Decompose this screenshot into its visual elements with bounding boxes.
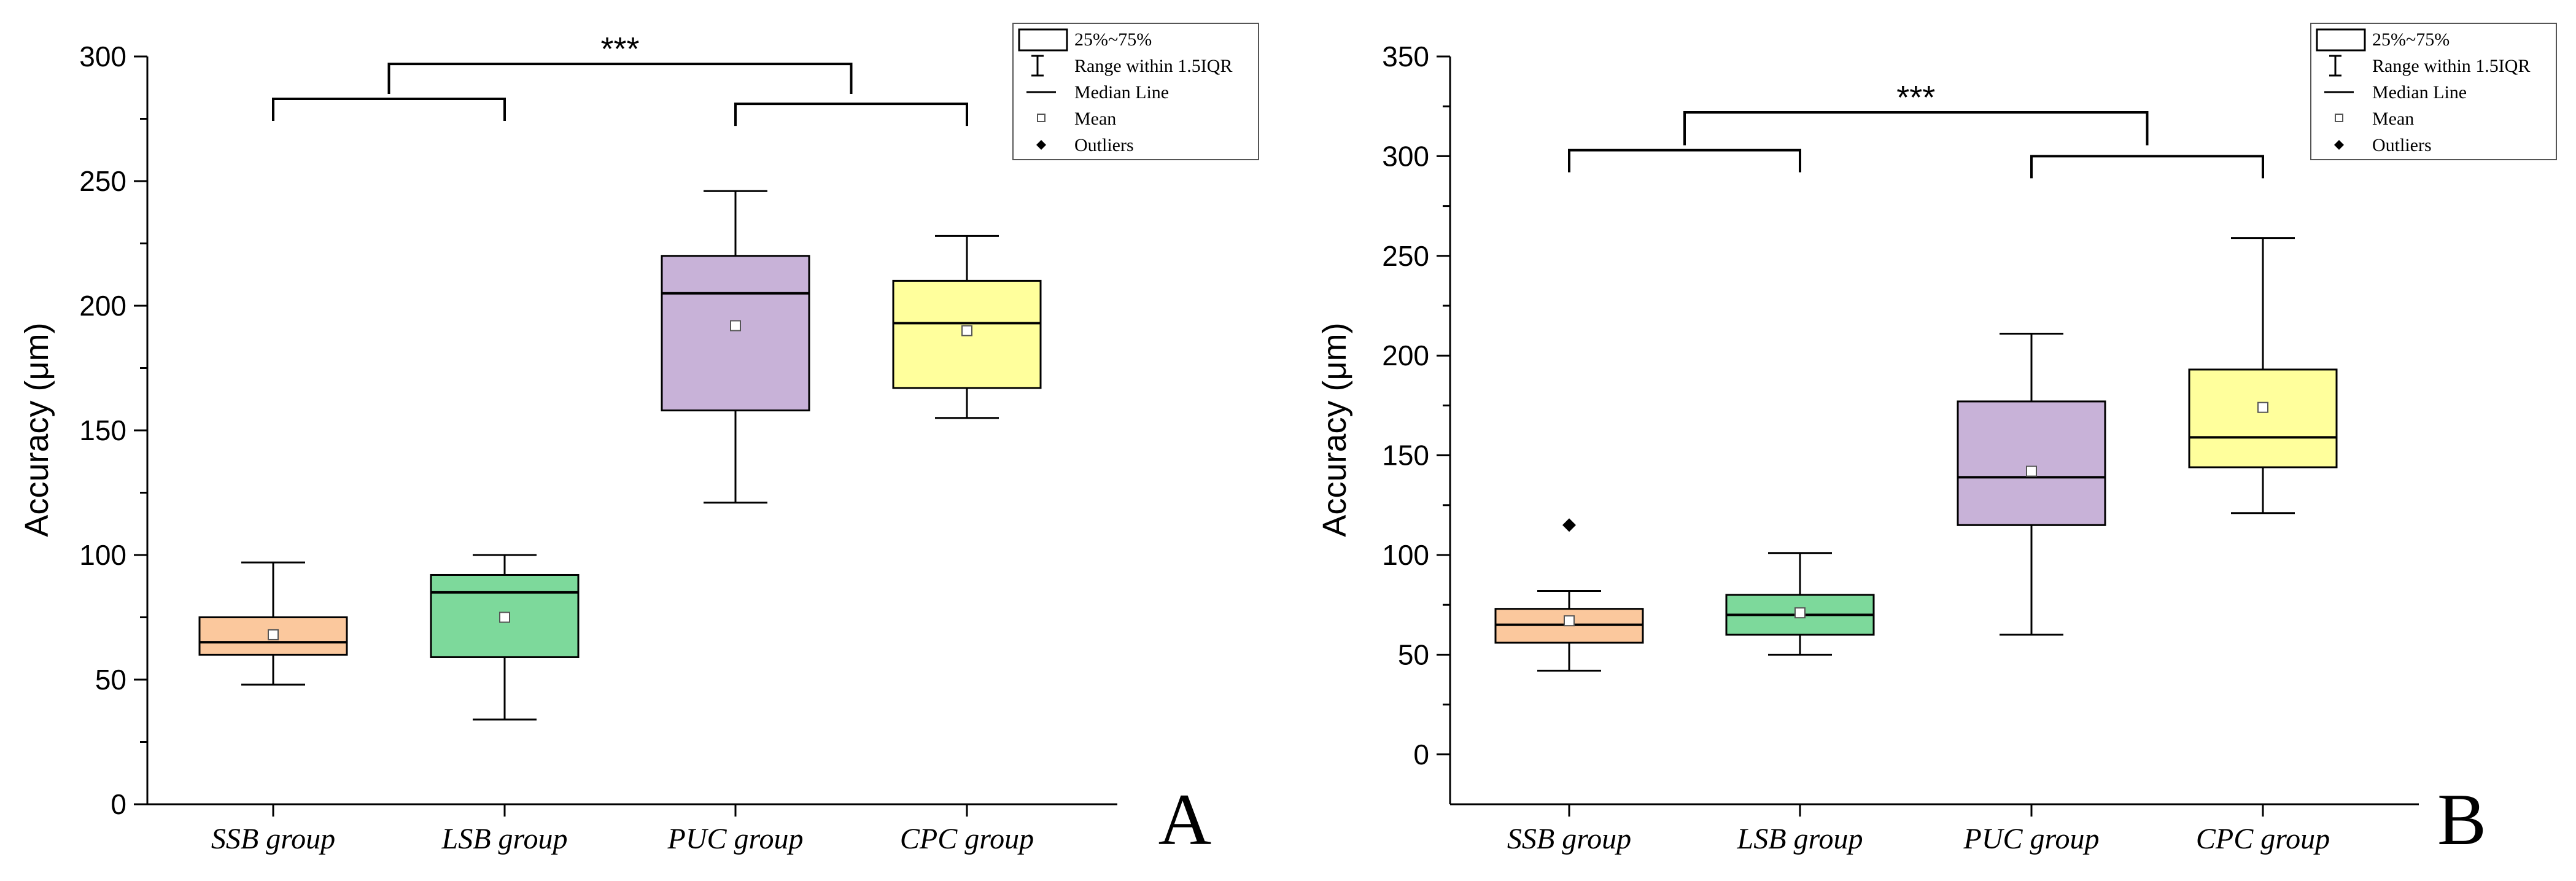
- legend: 25%~75% Range within 1.5IQR Median Line Mea…: [2310, 23, 2557, 160]
- box-cpc-group: [2188, 237, 2338, 514]
- iqr-box: [2188, 368, 2338, 468]
- significance-label: ***: [600, 31, 639, 68]
- legend-range-label: Range within 1.5IQR: [1074, 56, 1232, 76]
- legend: 25%~75% Range within 1.5IQR Median Line Mea…: [1012, 23, 1259, 160]
- panel-b-box-plot: 0 50 100 150 200 250 300 350 Accuracy (μm) SSB gr…: [1316, 23, 2557, 860]
- significance-bracket: [1568, 149, 1801, 173]
- legend-mean-swatch: [2335, 114, 2343, 122]
- x-category-label: SSB group: [1507, 823, 1631, 855]
- y-tick-label: 250: [1382, 240, 1429, 272]
- legend-whisker-swatch: [2329, 55, 2341, 77]
- y-tick-label: 200: [79, 290, 126, 322]
- y-tick-label: 200: [1382, 340, 1429, 371]
- x-category-label: SSB group: [211, 823, 335, 855]
- y-tick-label: 150: [79, 414, 126, 446]
- significance-bracket-top: [387, 63, 853, 95]
- y-tick-label: 50: [95, 664, 126, 696]
- legend-mean-label: Mean: [1074, 109, 1116, 129]
- legend-outlier-swatch: [1036, 140, 1046, 150]
- legend-median-label: Median Line: [2372, 82, 2467, 103]
- y-tick-label: 100: [79, 539, 126, 571]
- x-category-label: PUC group: [667, 823, 804, 855]
- y-tick-label: 50: [1398, 638, 1429, 670]
- legend-outlier-swatch: [2334, 140, 2344, 150]
- legend-mean-label: Mean: [2372, 109, 2414, 129]
- legend-iqr-label: 25%~75%: [1074, 29, 1152, 50]
- box-lsb-group: [1725, 552, 1875, 656]
- significance-bracket-top: [1683, 111, 2149, 146]
- x-category-label: LSB group: [1737, 823, 1863, 855]
- legend-outliers-label: Outliers: [1074, 135, 1134, 155]
- mean-marker: [2257, 402, 2268, 413]
- box-cpc-group: [892, 235, 1042, 419]
- mean-marker: [1794, 607, 1806, 619]
- mean-marker: [1564, 615, 1575, 627]
- x-category-label: CPC group: [900, 823, 1034, 855]
- significance-bracket: [272, 98, 506, 122]
- iqr-box: [1957, 400, 2106, 526]
- box-ssb-group: [198, 561, 348, 686]
- box-ssb-group: [1494, 518, 1644, 672]
- legend-outliers-label: Outliers: [2372, 135, 2432, 155]
- mean-marker: [2026, 465, 2037, 477]
- y-tick-label: 350: [1382, 41, 1429, 72]
- legend-mean-swatch: [1037, 114, 1046, 122]
- iqr-box: [661, 255, 810, 412]
- panel-letter: B: [2437, 778, 2486, 860]
- significance-bracket: [2030, 155, 2264, 179]
- y-tick-label: 0: [1413, 739, 1429, 770]
- significance-bracket: [734, 103, 968, 126]
- legend-box-swatch: [2316, 28, 2366, 52]
- y-tick-label: 250: [79, 165, 126, 197]
- outlier-point: [1562, 518, 1576, 532]
- x-category-label: CPC group: [2196, 823, 2330, 855]
- mean-marker: [499, 611, 510, 623]
- x-category-label: LSB group: [441, 823, 568, 855]
- box-lsb-group: [430, 554, 580, 721]
- legend-iqr-label: 25%~75%: [2372, 29, 2450, 50]
- y-tick-label: 300: [1382, 140, 1429, 172]
- y-tick-label: 0: [111, 788, 126, 820]
- mean-marker: [961, 325, 972, 336]
- panel-letter: A: [1158, 778, 1212, 860]
- mean-marker: [268, 629, 279, 640]
- y-tick-label: 300: [79, 41, 126, 72]
- y-tick-label: 150: [1382, 440, 1429, 472]
- legend-box-swatch: [1018, 28, 1068, 52]
- legend-median-label: Median Line: [1074, 82, 1169, 103]
- y-tick-label: 100: [1382, 539, 1429, 571]
- mean-marker: [730, 320, 741, 332]
- x-category-label: PUC group: [1963, 823, 2100, 855]
- panel-a-box-plot: 0 50 100 150 200 250 300 Accuracy (μm) SSB group…: [18, 23, 1259, 860]
- significance-label: ***: [1896, 79, 1935, 116]
- y-axis-title: Accuracy (μm): [1316, 322, 1353, 537]
- legend-whisker-swatch: [1031, 55, 1044, 77]
- y-axis-title: Accuracy (μm): [18, 322, 55, 537]
- box-puc-group: [1957, 332, 2106, 636]
- legend-range-label: Range within 1.5IQR: [2372, 56, 2530, 76]
- box-puc-group: [661, 190, 810, 504]
